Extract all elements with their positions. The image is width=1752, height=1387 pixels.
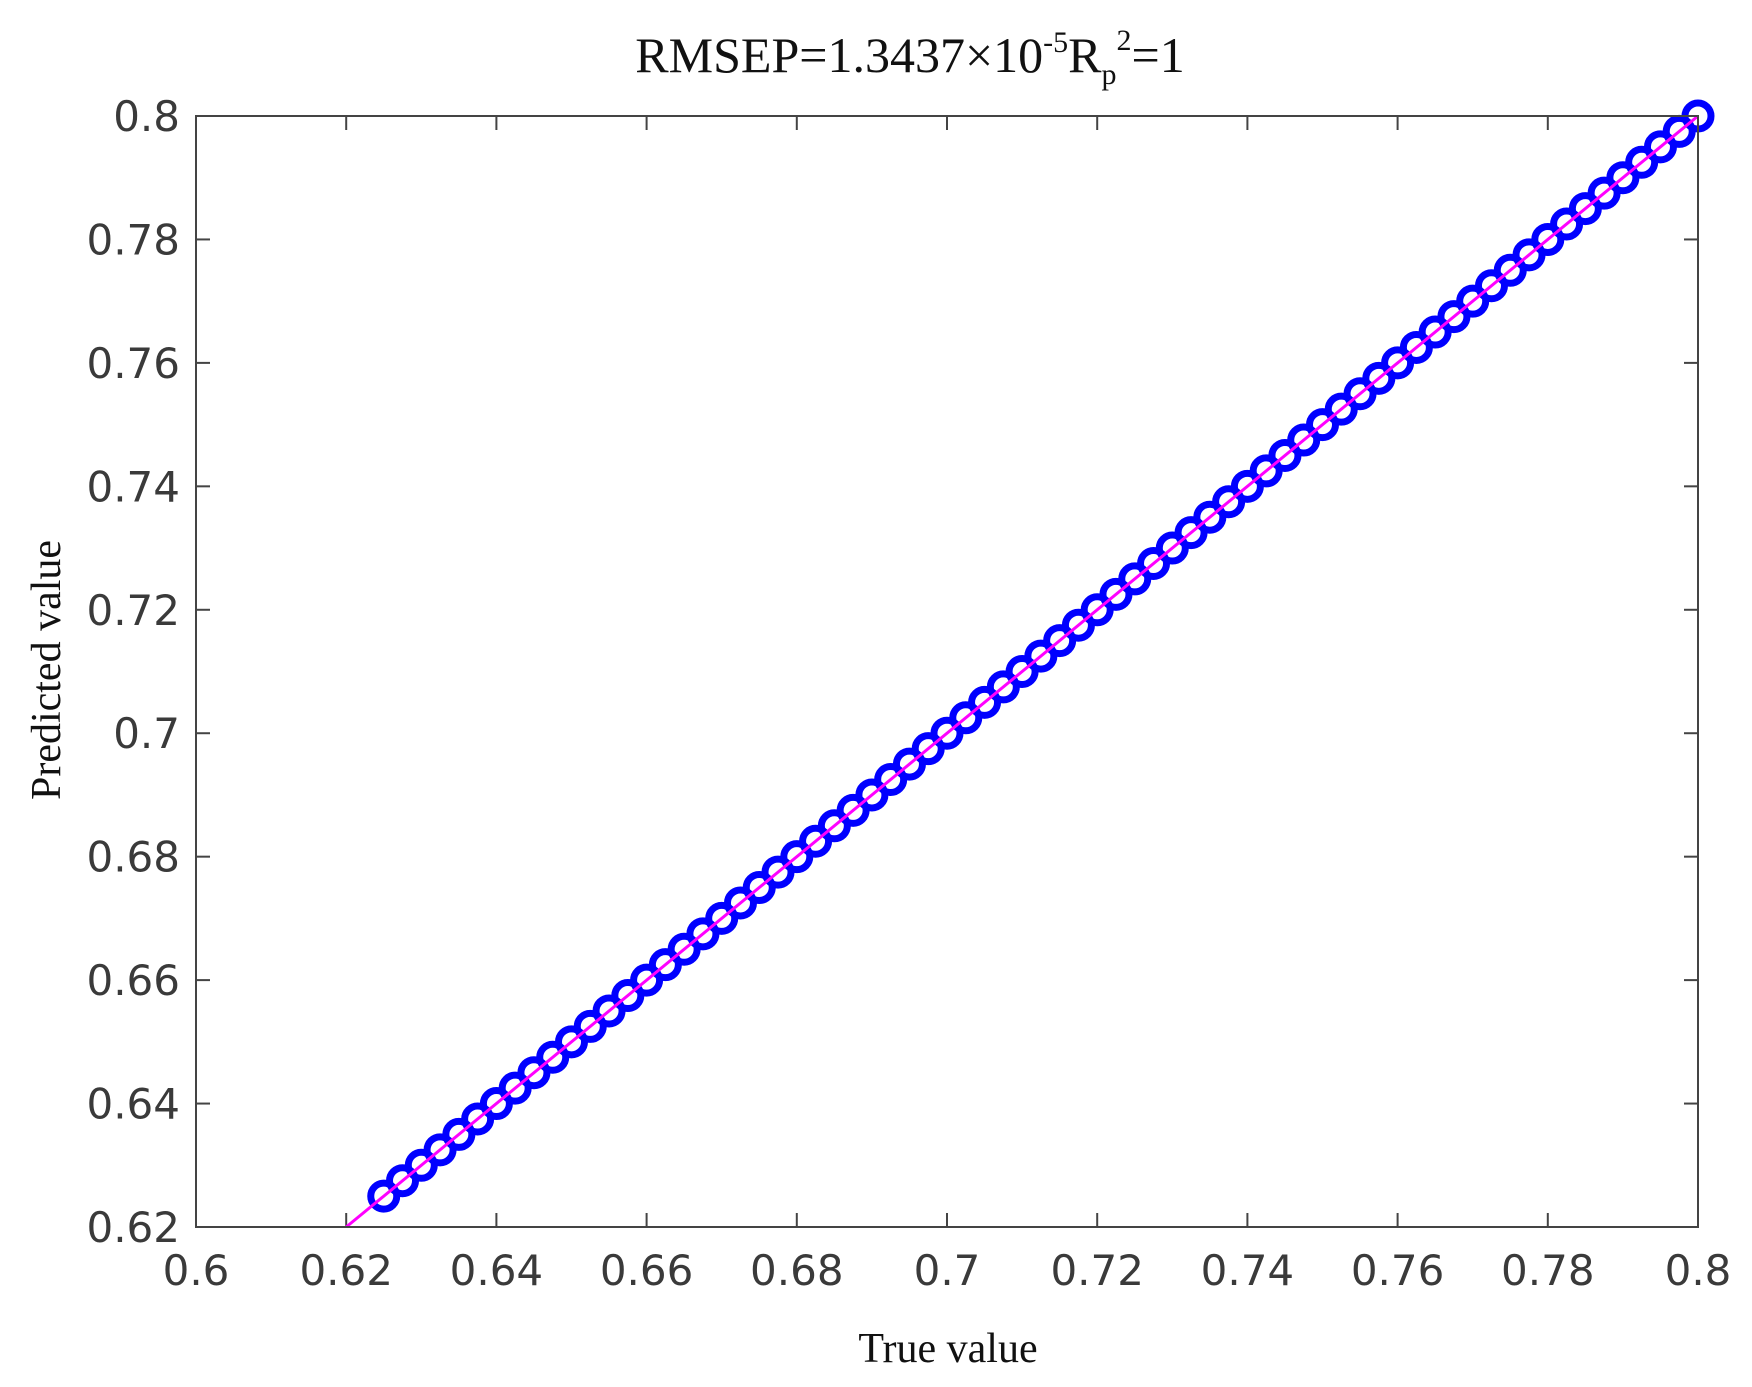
plot-frame bbox=[195, 115, 1699, 1228]
x-tick-label: 0.8 bbox=[1665, 1246, 1732, 1295]
title-part: RMSEP=1.3437×10 bbox=[635, 27, 1043, 83]
x-tick-label: 0.6 bbox=[163, 1246, 230, 1295]
x-axis-label: True value bbox=[858, 1326, 1037, 1372]
x-tick-label: 0.72 bbox=[1050, 1246, 1144, 1295]
y-tick-label: 0.78 bbox=[86, 215, 180, 264]
title-part: -5 bbox=[1043, 26, 1068, 59]
title-part: =1 bbox=[1132, 27, 1185, 83]
x-tick-label: 0.78 bbox=[1501, 1246, 1595, 1295]
y-tick-label: 0.62 bbox=[86, 1203, 180, 1252]
fit-line bbox=[345, 114, 1699, 1229]
chart-title: RMSEP=1.3437×10-5Rp2=1 bbox=[635, 24, 1184, 91]
title-part: p bbox=[1102, 58, 1117, 91]
x-tick-label: 0.66 bbox=[600, 1246, 694, 1295]
y-axis-label: Predicted value bbox=[24, 540, 70, 800]
y-tick-label: 0.66 bbox=[86, 956, 180, 1005]
x-tick-label: 0.76 bbox=[1351, 1246, 1445, 1295]
title-part: 2 bbox=[1117, 24, 1132, 57]
y-tick-label: 0.8 bbox=[113, 92, 180, 141]
x-tick-label: 0.64 bbox=[450, 1246, 544, 1295]
x-tick-label: 0.7 bbox=[914, 1246, 981, 1295]
x-tick-label: 0.74 bbox=[1201, 1246, 1295, 1295]
y-tick-label: 0.7 bbox=[113, 709, 180, 758]
x-tick-label: 0.68 bbox=[750, 1246, 844, 1295]
y-tick-label: 0.64 bbox=[86, 1080, 180, 1129]
y-tick-label: 0.74 bbox=[86, 462, 180, 511]
y-tick-label: 0.72 bbox=[86, 586, 180, 635]
y-tick-label: 0.68 bbox=[86, 833, 180, 882]
y-tick-label: 0.76 bbox=[86, 339, 180, 388]
x-tick-label: 0.62 bbox=[299, 1246, 393, 1295]
title-part: R bbox=[1068, 27, 1102, 83]
